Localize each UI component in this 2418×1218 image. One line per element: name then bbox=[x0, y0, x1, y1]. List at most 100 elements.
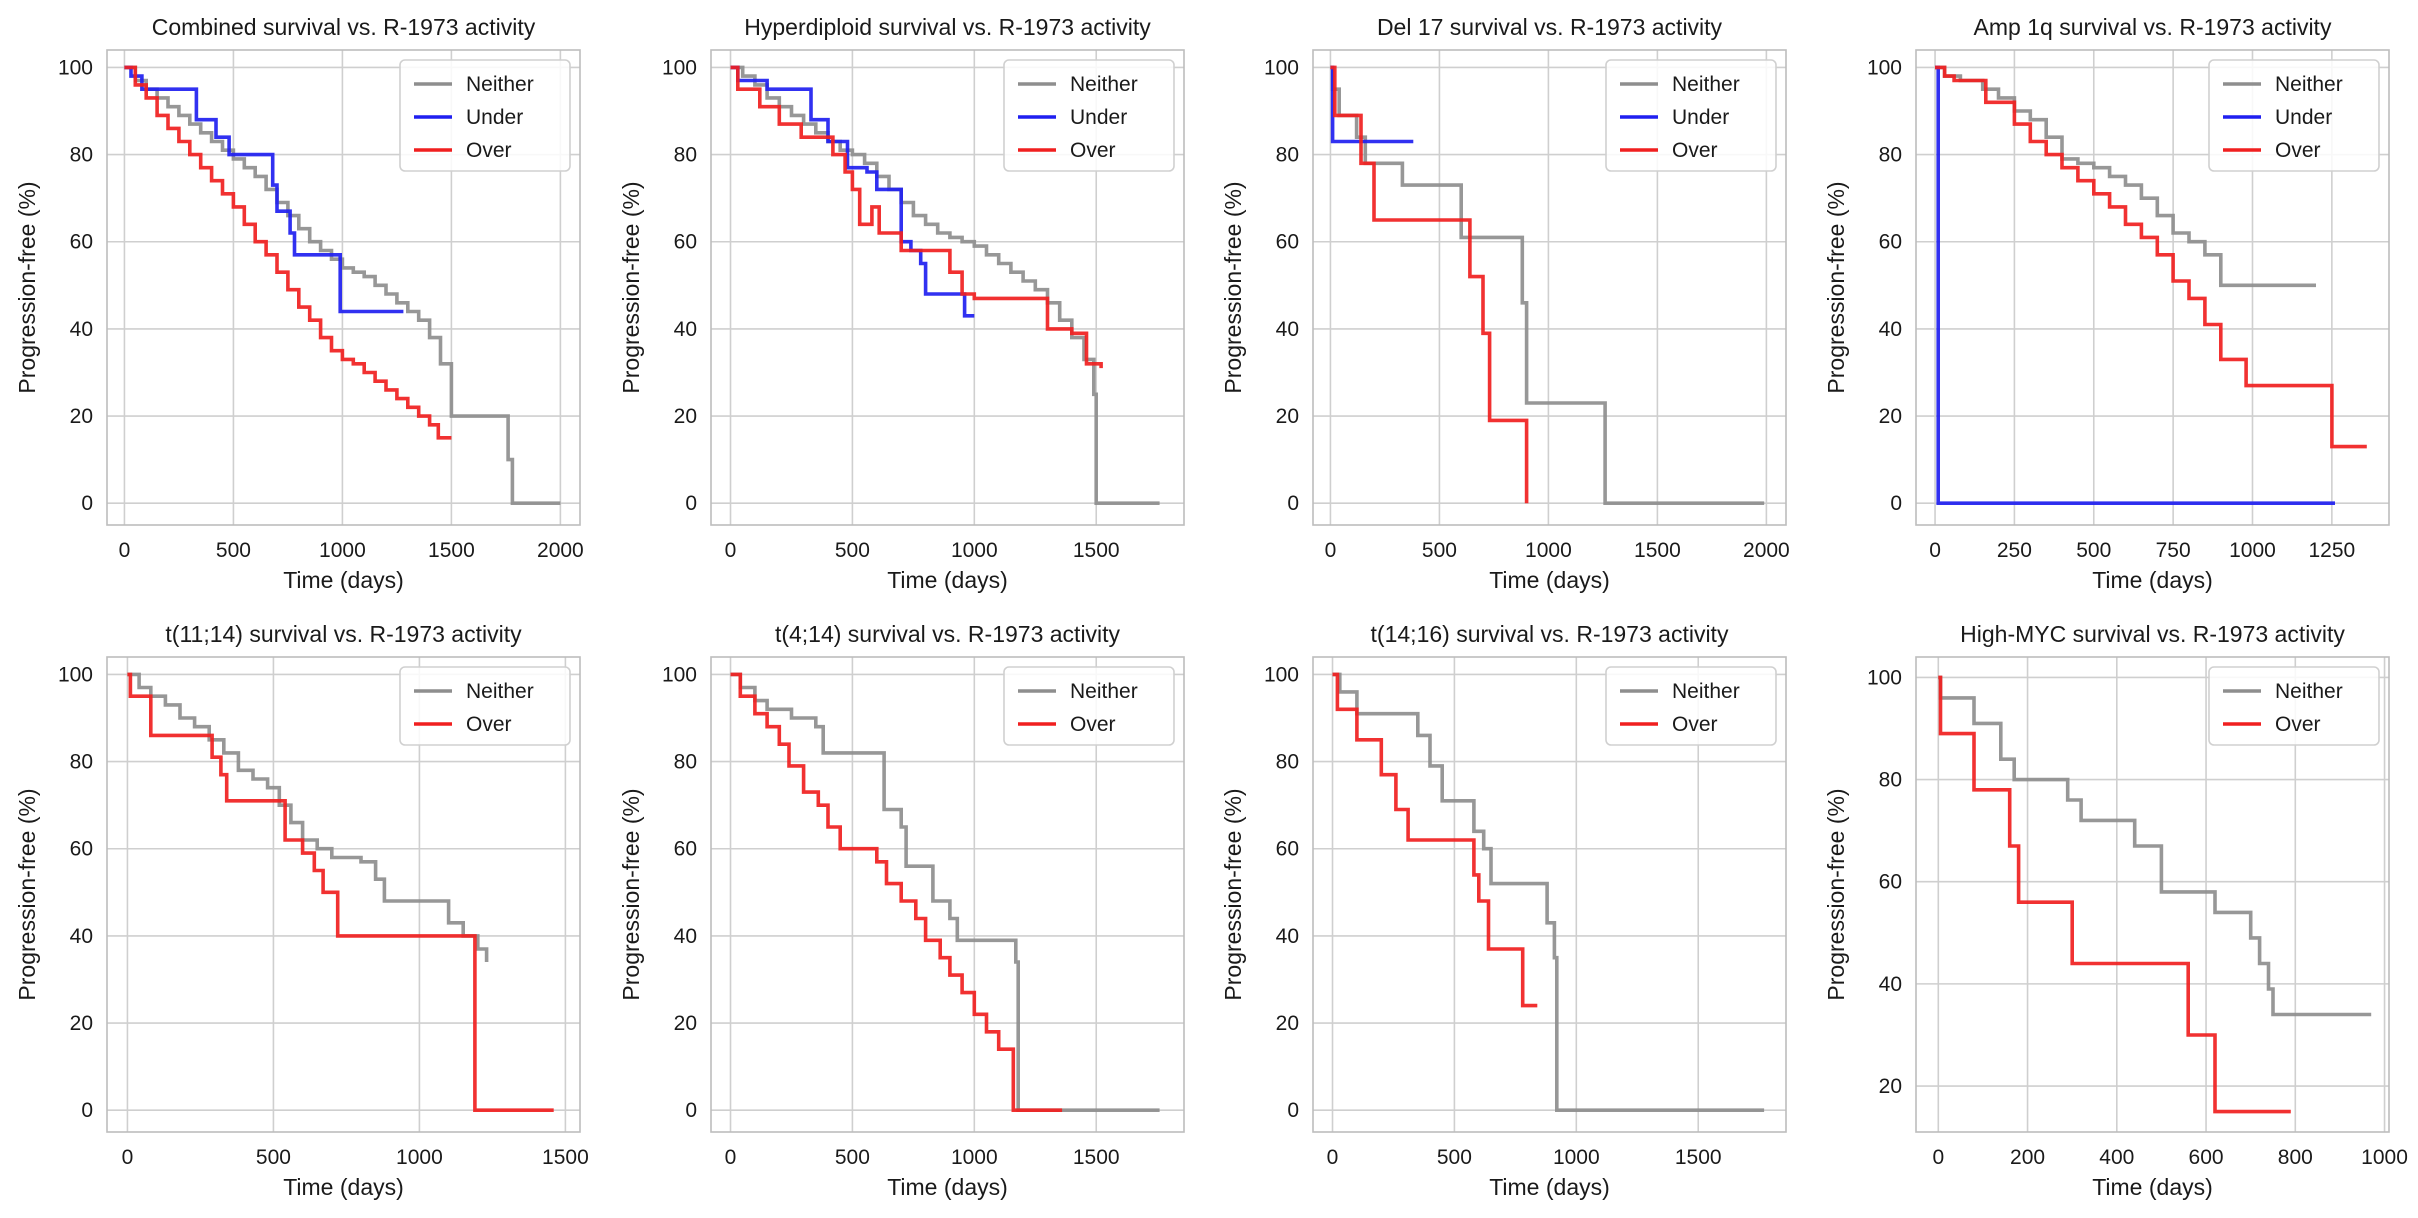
series-line-neither bbox=[730, 65, 1160, 505]
legend-label-neither: Neither bbox=[466, 680, 534, 703]
y-tick-label: 60 bbox=[1879, 231, 1902, 254]
x-tick-label: 1500 bbox=[428, 539, 475, 562]
y-tick-label: 100 bbox=[1867, 56, 1902, 79]
chart-high-myc-survival-vs-r-1973-activity: 0 200 400 600 800 1000 20 40 60 80 100 High-MYC sur… bbox=[1823, 621, 2408, 1200]
y-tick-label: 20 bbox=[1276, 405, 1299, 428]
axes-frame bbox=[1312, 656, 1787, 1133]
chart-title: t(14;16) survival vs. R-1973 activity bbox=[1371, 621, 1729, 647]
x-tick-label: 400 bbox=[2099, 1146, 2134, 1169]
series-line-neither bbox=[1938, 675, 2372, 1017]
y-tick-label: 0 bbox=[81, 492, 93, 515]
series-line-under bbox=[124, 65, 404, 314]
legend-label-under: Under bbox=[2275, 106, 2332, 129]
y-tick-label: 60 bbox=[70, 838, 93, 861]
y-tick-label: 60 bbox=[1879, 871, 1902, 894]
y-axis-label: Progression-free (%) bbox=[618, 788, 644, 1000]
legend: Neither Over bbox=[2208, 666, 2380, 746]
x-tick-label: 500 bbox=[2076, 539, 2111, 562]
x-tick-label: 500 bbox=[835, 1146, 870, 1169]
legend-label-over: Over bbox=[2275, 139, 2321, 162]
legend: Neither Over bbox=[1003, 666, 1175, 746]
x-tick-label: 1000 bbox=[1525, 539, 1572, 562]
chart-title: t(11;14) survival vs. R-1973 activity bbox=[165, 621, 522, 647]
series-line-over bbox=[1938, 675, 2291, 1114]
legend-label-under: Under bbox=[1672, 106, 1729, 129]
legend-label-over: Over bbox=[466, 713, 512, 736]
series-line-neither bbox=[1332, 672, 1765, 1112]
y-tick-label: 80 bbox=[674, 144, 697, 167]
y-axis-label: Progression-free (%) bbox=[618, 181, 644, 393]
x-tick-label: 1500 bbox=[1073, 1146, 1120, 1169]
x-axis-label: Time (days) bbox=[2092, 1174, 2213, 1200]
x-tick-label: 1500 bbox=[1675, 1146, 1722, 1169]
y-tick-label: 0 bbox=[81, 1099, 93, 1122]
series-line-over bbox=[1935, 65, 2367, 449]
chart-hyperdiploid-survival-vs-r-1973-activity: 0 500 1000 1500 0 20 40 60 80 100 Hyperdiploid sur… bbox=[618, 14, 1185, 593]
y-tick-label: 60 bbox=[674, 231, 697, 254]
y-tick-label: 100 bbox=[1264, 663, 1299, 686]
x-tick-label: 1000 bbox=[396, 1146, 443, 1169]
y-tick-label: 60 bbox=[674, 838, 697, 861]
y-tick-label: 20 bbox=[1879, 1075, 1902, 1098]
x-axis-label: Time (days) bbox=[283, 567, 404, 593]
y-tick-label: 40 bbox=[70, 925, 93, 948]
y-tick-label: 60 bbox=[70, 231, 93, 254]
x-tick-label: 1500 bbox=[1073, 539, 1120, 562]
chart-title: Combined survival vs. R-1973 activity bbox=[152, 14, 536, 40]
y-tick-label: 40 bbox=[70, 318, 93, 341]
legend-box bbox=[2208, 59, 2380, 172]
y-tick-label: 40 bbox=[674, 318, 697, 341]
y-tick-label: 100 bbox=[662, 56, 697, 79]
x-tick-label: 600 bbox=[2189, 1146, 2224, 1169]
y-axis-label: Progression-free (%) bbox=[14, 788, 40, 1000]
x-tick-label: 0 bbox=[725, 539, 737, 562]
y-tick-label: 0 bbox=[685, 1099, 697, 1122]
legend-label-neither: Neither bbox=[1672, 680, 1740, 703]
legend-label-over: Over bbox=[1070, 713, 1116, 736]
axes-frame bbox=[710, 656, 1185, 1133]
chart-amp-1q-survival-vs-r-1973-activity: 0 250 500 750 1000 1250 0 20 40 60 80 100 Amp 1q sur… bbox=[1823, 14, 2390, 593]
y-tick-label: 100 bbox=[662, 663, 697, 686]
x-tick-label: 1000 bbox=[2361, 1146, 2408, 1169]
chart-del-17-survival-vs-r-1973-activity: 0 500 1000 1500 2000 0 20 40 60 80 100 Del 17 survi… bbox=[1220, 14, 1790, 593]
x-tick-label: 1500 bbox=[542, 1146, 589, 1169]
x-tick-label: 0 bbox=[122, 1146, 134, 1169]
legend-label-under: Under bbox=[466, 106, 523, 129]
x-tick-label: 800 bbox=[2278, 1146, 2313, 1169]
y-tick-label: 40 bbox=[1879, 318, 1902, 341]
y-tick-label: 40 bbox=[1276, 318, 1299, 341]
chart-title: Del 17 survival vs. R-1973 activity bbox=[1377, 14, 1723, 40]
y-tick-label: 100 bbox=[58, 663, 93, 686]
x-tick-label: 500 bbox=[256, 1146, 291, 1169]
x-axis-label: Time (days) bbox=[2092, 567, 2213, 593]
series-line-neither bbox=[124, 65, 561, 505]
axes-frame bbox=[106, 49, 581, 526]
y-tick-label: 40 bbox=[1276, 925, 1299, 948]
x-tick-label: 500 bbox=[835, 539, 870, 562]
legend: Neither Over bbox=[399, 666, 571, 746]
legend: Neither Under Over bbox=[1003, 59, 1175, 172]
legend-box bbox=[1003, 59, 1175, 172]
legend: Neither Over bbox=[1605, 666, 1777, 746]
x-axis-label: Time (days) bbox=[1489, 1174, 1610, 1200]
chart-title: High-MYC survival vs. R-1973 activity bbox=[1960, 621, 2345, 647]
y-tick-label: 80 bbox=[1879, 144, 1902, 167]
y-axis-label: Progression-free (%) bbox=[14, 181, 40, 393]
series-line-over bbox=[730, 65, 1103, 369]
y-tick-label: 80 bbox=[1879, 769, 1902, 792]
series-line-neither bbox=[1330, 65, 1765, 505]
x-axis-label: Time (days) bbox=[887, 567, 1008, 593]
y-tick-label: 20 bbox=[70, 1012, 93, 1035]
x-tick-label: 500 bbox=[216, 539, 251, 562]
x-tick-label: 1500 bbox=[1634, 539, 1681, 562]
x-tick-label: 0 bbox=[1325, 539, 1337, 562]
x-axis-label: Time (days) bbox=[283, 1174, 404, 1200]
legend-label-over: Over bbox=[1070, 139, 1116, 162]
y-tick-label: 0 bbox=[685, 492, 697, 515]
y-tick-label: 80 bbox=[1276, 751, 1299, 774]
y-tick-label: 60 bbox=[1276, 231, 1299, 254]
legend: Neither Under Over bbox=[399, 59, 571, 172]
y-tick-label: 100 bbox=[1867, 666, 1902, 689]
legend: Neither Under Over bbox=[2208, 59, 2380, 172]
